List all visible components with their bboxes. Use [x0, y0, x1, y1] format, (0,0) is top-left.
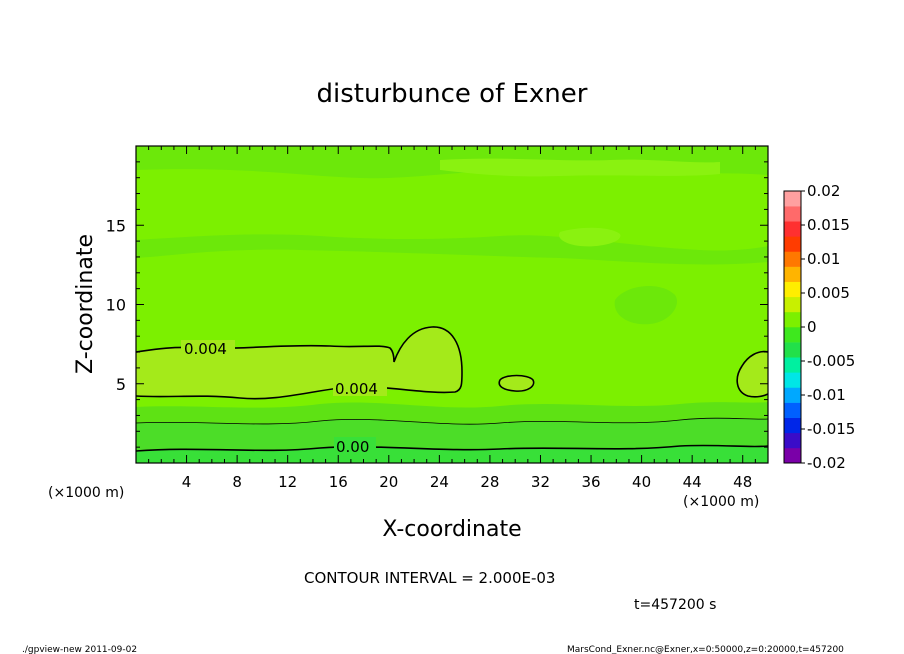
contour-label: 0.004 — [335, 380, 378, 398]
x-tick-label: 12 — [278, 473, 297, 491]
plot-area: 0.004 0.004 0.00 — [136, 146, 768, 463]
colorbar-swatch — [784, 372, 801, 388]
contour-label: 0.004 — [184, 340, 227, 358]
contour-line-blob — [498, 374, 535, 392]
colorbar-tick-label: 0.005 — [807, 284, 850, 302]
colorbar-swatch — [784, 402, 801, 418]
colorbar-swatch — [784, 432, 801, 449]
colorbar-swatch — [784, 191, 801, 207]
colorbar-swatch — [784, 387, 801, 403]
colorbar-swatch — [784, 447, 801, 464]
x-tick-label: 16 — [329, 473, 348, 491]
y-tick-label: 10 — [106, 296, 126, 315]
colorbar-swatch — [784, 251, 801, 267]
colorbar-tick-label: 0.015 — [807, 216, 850, 234]
colorbar-tick-label: 0.01 — [807, 250, 840, 268]
colorbar-swatch — [784, 221, 801, 237]
contour-line-thin — [136, 417, 768, 425]
footer-left: ./gpview-new 2011-09-02 — [22, 645, 137, 654]
y-axis: 5 10 15 — [106, 161, 768, 448]
x-tick-label: 32 — [531, 473, 550, 491]
colorbar-tick-label: -0.005 — [807, 352, 855, 370]
x-tick-label: 4 — [182, 473, 192, 491]
field-patch-mid — [614, 285, 678, 325]
field-patch-upper-3 — [440, 158, 720, 177]
x-tick-label: 20 — [379, 473, 398, 491]
contour-line-zero — [136, 444, 768, 452]
colorbar-swatch — [784, 236, 801, 252]
colorbar-tick-label: -0.015 — [807, 420, 855, 438]
colorbar-swatch — [784, 296, 801, 313]
contour-interval-text: CONTOUR INTERVAL = 2.000E-03 — [304, 569, 555, 587]
y-tick-label: 15 — [106, 216, 126, 235]
field-positive-blob — [499, 375, 534, 392]
colorbar-swatch — [784, 266, 801, 282]
x-tick-label: 48 — [733, 473, 752, 491]
x-axis: 4 8 12 16 20 24 28 32 36 40 44 48 — [148, 146, 756, 491]
chart-title: disturbunce of Exner — [317, 79, 588, 109]
contour-label: 0.00 — [336, 438, 369, 456]
x-tick-label: 40 — [632, 473, 651, 491]
x-tick-label: 8 — [232, 473, 242, 491]
x-tick-label: 36 — [581, 473, 600, 491]
y-tick-label: 5 — [116, 375, 126, 394]
y-axis-label: Z-coordinate — [73, 234, 98, 374]
x-unit-left: (×1000 m) — [48, 485, 124, 501]
colorbar-swatch — [784, 357, 801, 373]
colorbar-swatch — [784, 342, 801, 358]
x-tick-label: 44 — [683, 473, 702, 491]
colorbar-tick-label: 0 — [807, 318, 817, 336]
colorbar-swatch — [784, 417, 801, 434]
colorbar-swatch — [784, 206, 801, 222]
colorbar-tick-label: -0.02 — [807, 454, 846, 472]
contour-line-right — [736, 350, 768, 398]
field-patch-upper-2 — [136, 234, 768, 265]
colorbar-tick-label: -0.01 — [807, 386, 846, 404]
colorbar-tick-label: 0.02 — [807, 182, 840, 200]
colorbar: 0.02 0.015 0.01 0.005 0 -0.005 -0.01 -0.015 -0.0… — [783, 182, 855, 472]
colorbar-swatch — [784, 327, 801, 343]
field-patch-upper-4 — [558, 227, 621, 247]
x-axis-label: X-coordinate — [382, 517, 521, 542]
time-label: t=457200 s — [634, 597, 716, 613]
x-unit-right: (×1000 m) — [683, 494, 759, 510]
contour-line-upper — [136, 326, 463, 400]
colorbar-swatch — [784, 311, 801, 328]
footer-right: MarsCond_Exner.nc@Exner,x=0:50000,z=0:20… — [567, 645, 844, 654]
colorbar-swatch — [784, 281, 801, 298]
x-tick-label: 24 — [430, 473, 449, 491]
x-tick-label: 28 — [480, 473, 499, 491]
